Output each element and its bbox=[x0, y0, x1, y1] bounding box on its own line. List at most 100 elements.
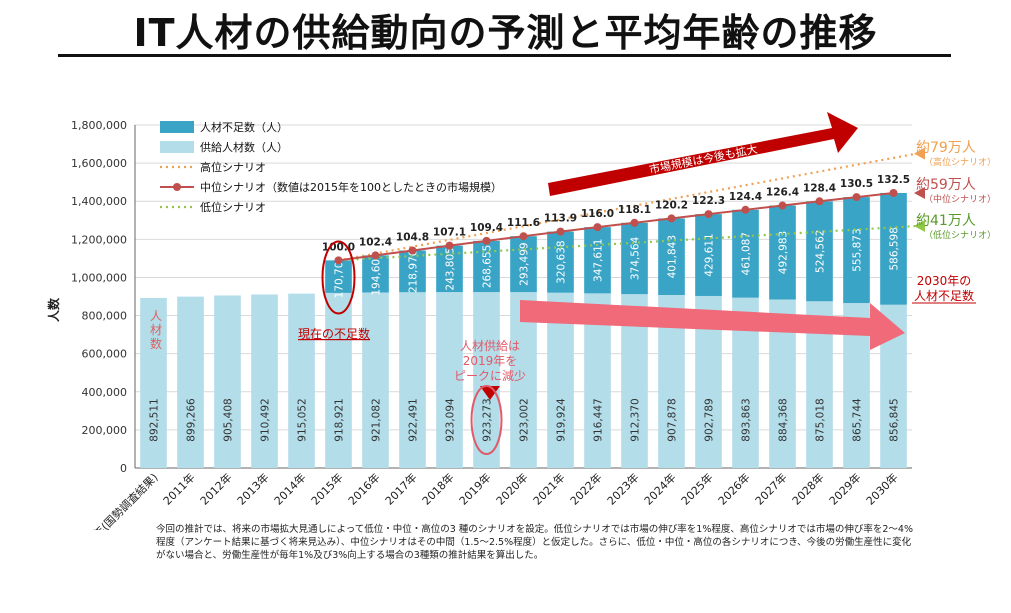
legend-swatch-marker bbox=[173, 183, 181, 191]
supply-bar-label: 922,491 bbox=[408, 398, 420, 441]
legend-label: 人材不足数（人） bbox=[200, 120, 288, 134]
mid-index-label: 111.6 bbox=[507, 217, 540, 229]
mid-scenario-point bbox=[334, 256, 343, 265]
shortage-bar-label: 243,805 bbox=[445, 247, 457, 290]
mid-index-label: 130.5 bbox=[840, 178, 873, 190]
mid-index-label: 120.2 bbox=[655, 199, 688, 211]
y-tick-label: 0 bbox=[120, 462, 127, 475]
y-tick-label: 400,000 bbox=[82, 386, 128, 399]
x-tick-label: 2010年(国勢調査結果) bbox=[70, 470, 160, 530]
shortage-bar bbox=[399, 250, 426, 293]
shortage-bar bbox=[473, 240, 500, 293]
x-tick-label: 2013年 bbox=[234, 470, 271, 507]
supply-bar bbox=[362, 292, 389, 468]
shortage-bar bbox=[695, 214, 722, 296]
legend-label: 中位シナリオ（数値は2015年を100としたときの市場規模） bbox=[200, 180, 502, 194]
low-scenario-marker bbox=[914, 219, 925, 232]
shortage-bar bbox=[547, 231, 574, 293]
supply-bar-label: 923,002 bbox=[519, 398, 531, 441]
shortage-bar bbox=[510, 236, 537, 293]
high-scenario-line bbox=[338, 152, 918, 262]
supply-bar-label: 865,744 bbox=[852, 398, 864, 442]
shortage-bar-label: 320,638 bbox=[556, 240, 568, 283]
high-scenario-marker bbox=[914, 147, 925, 160]
x-tick-label: 2023年 bbox=[604, 470, 641, 507]
mid-scenario-point bbox=[482, 236, 491, 245]
supply-bar-label: 884,368 bbox=[778, 398, 790, 441]
shortage-bar-label: 374,564 bbox=[630, 236, 642, 280]
supply-decline-arrow bbox=[520, 300, 905, 350]
mid-scenario-point bbox=[889, 188, 898, 197]
y-tick-label: 1,200,000 bbox=[71, 233, 127, 246]
y-axis-label: 人数 bbox=[46, 297, 61, 322]
market-growth-arrow bbox=[548, 112, 858, 196]
shortage-bar bbox=[843, 197, 870, 304]
mid-index-label: 118.1 bbox=[618, 204, 651, 216]
shortage-bar bbox=[621, 222, 648, 295]
mid-scenario-point bbox=[852, 193, 861, 202]
mid-index-label: 100.0 bbox=[322, 241, 355, 253]
mid-scenario-point bbox=[815, 197, 824, 206]
supply-bar-label: 923,094 bbox=[445, 398, 457, 442]
mid-index-label: 122.3 bbox=[692, 195, 725, 207]
supply-bar bbox=[288, 293, 315, 468]
x-tick-label: 2028年 bbox=[789, 470, 826, 507]
supply-bar-label: 918,921 bbox=[334, 398, 346, 441]
mid-index-label: 104.8 bbox=[396, 231, 429, 243]
legend-label: 高位シナリオ bbox=[200, 160, 266, 174]
x-tick-label: 2018年 bbox=[419, 470, 456, 507]
mid-scenario-marker bbox=[914, 187, 925, 200]
x-tick-label: 2015年 bbox=[308, 470, 345, 507]
shortage-bar-label: 586,598 bbox=[889, 227, 901, 270]
x-tick-label: 2017年 bbox=[382, 470, 419, 507]
shortage-bar bbox=[732, 209, 759, 298]
high-scenario-sub: （高位シナリオ） bbox=[924, 156, 996, 168]
supply-bar-label: 915,052 bbox=[297, 398, 309, 441]
shortage-bar bbox=[325, 260, 352, 293]
legend-swatch bbox=[160, 121, 194, 133]
shortage-2030-label-2: 人材不足数 bbox=[914, 288, 974, 303]
chart: 0 200,000 400,000 600,000 800,000 1,000,000 1,… bbox=[46, 112, 996, 530]
shortage-bar-label: 170,700 bbox=[334, 255, 346, 298]
x-tick-label: 2025年 bbox=[678, 470, 715, 507]
supply-bar-label: 856,845 bbox=[889, 398, 901, 441]
y-tick-label: 1,600,000 bbox=[71, 157, 127, 170]
y-tick-label: 200,000 bbox=[82, 424, 128, 437]
shortage-bar bbox=[806, 201, 833, 302]
mid-scenario-point bbox=[408, 246, 417, 255]
supply-bar bbox=[436, 292, 463, 468]
shortage-bar bbox=[362, 255, 389, 293]
x-tick-label: 2030年 bbox=[863, 470, 900, 507]
x-tick-label: 2012年 bbox=[197, 470, 234, 507]
supply-bar bbox=[325, 292, 352, 468]
mid-scenario-point bbox=[556, 227, 565, 236]
legend-swatch bbox=[160, 141, 194, 153]
mid-scenario-point bbox=[630, 218, 639, 227]
supply-bar-label: 893,863 bbox=[741, 398, 753, 441]
mid-index-label: 102.4 bbox=[359, 236, 392, 248]
jinzaisu-label: 人 bbox=[150, 309, 162, 323]
shortage-bar-label: 194,608 bbox=[371, 252, 383, 295]
supply-bar bbox=[177, 296, 204, 468]
legend-label: 供給人材数（人） bbox=[200, 140, 288, 154]
supply-bar bbox=[214, 295, 241, 468]
mid-scenario-point bbox=[778, 201, 787, 210]
supply-bar-label: 916,447 bbox=[593, 398, 605, 441]
mid-scenario-point bbox=[445, 241, 454, 250]
mid-scenario-point bbox=[371, 251, 380, 260]
shortage-bar bbox=[584, 227, 611, 294]
low-scenario-line bbox=[338, 224, 918, 262]
supply-bar-label: 921,082 bbox=[371, 398, 383, 441]
mid-index-label: 113.9 bbox=[544, 213, 577, 225]
page-title: IT人材の供給動向の予測と平均年齢の推移 bbox=[133, 11, 878, 55]
x-tick-label: 2027年 bbox=[752, 470, 789, 507]
supply-bar bbox=[140, 297, 167, 468]
mid-scenario-point bbox=[704, 210, 713, 219]
supply-peak-marker bbox=[480, 386, 500, 400]
mid-scenario-sub: （中位シナリオ） bbox=[924, 193, 996, 205]
shortage-bar-label: 461,087 bbox=[741, 232, 753, 275]
shortage-bar-label: 555,873 bbox=[852, 228, 864, 271]
x-tick-label: 2020年 bbox=[493, 470, 530, 507]
shortage-bar-label: 429,611 bbox=[704, 233, 716, 276]
mid-scenario-point bbox=[741, 205, 750, 214]
